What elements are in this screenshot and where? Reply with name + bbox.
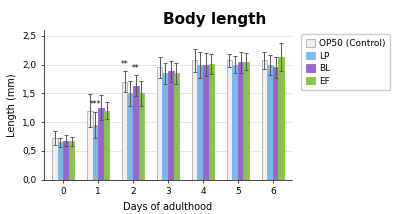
Bar: [92, 125, 98, 180]
Bar: [98, 108, 104, 180]
Bar: [278, 57, 284, 180]
X-axis label: Days of adulthood: Days of adulthood: [124, 202, 212, 212]
Legend: OP50 (Control), LP, BL, EF: OP50 (Control), LP, BL, EF: [302, 34, 390, 90]
Bar: [122, 82, 128, 180]
Bar: [244, 62, 249, 180]
Bar: [104, 111, 109, 180]
Bar: [168, 71, 174, 180]
Y-axis label: Length (mm): Length (mm): [6, 73, 16, 137]
Bar: [157, 67, 162, 180]
Text: **: **: [132, 64, 140, 73]
Bar: [232, 65, 238, 180]
Text: ***: ***: [90, 100, 101, 109]
Bar: [133, 86, 139, 180]
Bar: [69, 141, 74, 180]
Bar: [267, 65, 273, 180]
Bar: [87, 111, 92, 180]
Bar: [238, 62, 244, 180]
Bar: [52, 138, 58, 180]
Bar: [162, 73, 168, 180]
Bar: [208, 64, 214, 180]
Bar: [197, 65, 203, 180]
Bar: [139, 93, 144, 180]
Bar: [174, 73, 179, 180]
Title: Body length: Body length: [164, 12, 267, 27]
Bar: [128, 93, 133, 180]
Bar: [63, 141, 69, 180]
Bar: [273, 67, 278, 180]
Bar: [192, 61, 197, 180]
Bar: [203, 65, 208, 180]
Bar: [262, 61, 267, 180]
Text: **: **: [121, 59, 128, 68]
Bar: [58, 142, 63, 180]
Bar: [227, 61, 232, 180]
